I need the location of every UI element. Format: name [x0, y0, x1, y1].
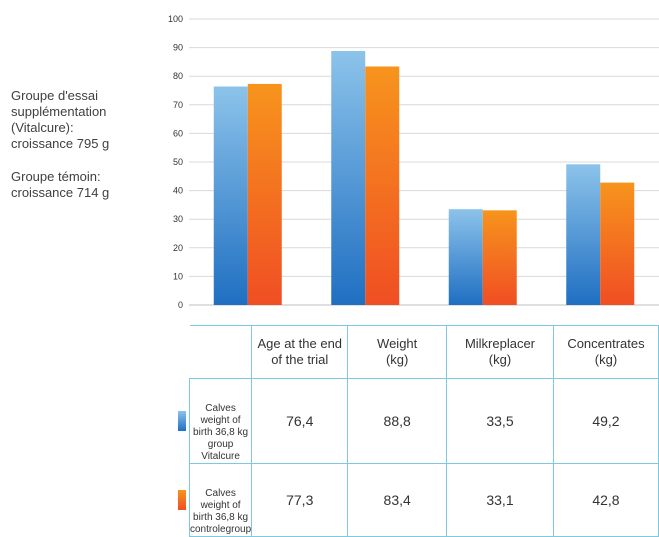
cell-vitalcure-weight: 88,8: [347, 378, 448, 464]
bar-control: [247, 83, 282, 305]
table-row-control: Calves weight of birth 36,8 kg controleg…: [178, 463, 659, 537]
table-header-row: Age at the end of the trial Weight (kg) …: [190, 325, 659, 379]
bar-chart: 0 10 20 30 40 50 60 70 80 90 100: [168, 14, 659, 310]
y-tick-label: 60: [173, 128, 183, 138]
bar-vitalcure: [331, 51, 366, 306]
table-row-vitalcure: Calves weight of birth 36,8 kg group Vit…: [178, 378, 659, 464]
y-tick-label: 0: [178, 300, 183, 310]
y-tick-label: 70: [173, 100, 183, 110]
legend-swatch-control: [178, 490, 186, 510]
cell-vitalcure-concentrates: 49,2: [552, 378, 659, 464]
trial-group-note: Groupe d'essai supplémentation (Vitalcur…: [11, 88, 110, 151]
bar-control: [600, 182, 635, 305]
row-label-text-control: Calves weight of birth 36,8 kg controleg…: [190, 488, 252, 535]
row-label-vitalcure: Calves weight of birth 36,8 kg group Vit…: [178, 378, 253, 464]
data-table: Age at the end of the trial Weight (kg) …: [178, 325, 659, 537]
bar-vitalcure: [448, 209, 483, 305]
bar-vitalcure: [566, 164, 601, 305]
cell-vitalcure-milkreplacer: 33,5: [446, 378, 554, 464]
y-tick-label: 100: [168, 14, 183, 24]
col-header-concentrates: Concentrates (kg): [552, 325, 659, 379]
table-corner: [190, 326, 252, 379]
col-header-weight: Weight (kg): [347, 325, 448, 379]
y-tick-label: 30: [173, 214, 183, 224]
y-tick-label: 50: [173, 157, 183, 167]
legend-swatch-vitalcure: [178, 411, 186, 431]
cell-control-weight: 83,4: [347, 463, 448, 537]
y-tick-label: 10: [173, 271, 183, 281]
cell-vitalcure-age: 76,4: [251, 378, 349, 464]
cell-control-concentrates: 42,8: [552, 463, 659, 537]
y-tick-label: 20: [173, 243, 183, 253]
col-header-milkreplacer: Milkreplacer (kg): [446, 325, 554, 379]
col-header-age: Age at the end of the trial: [251, 325, 349, 379]
cell-control-milkreplacer: 33,1: [446, 463, 554, 537]
bar-control: [482, 210, 517, 305]
y-tick-label: 40: [173, 186, 183, 196]
control-group-note: Groupe témoin: croissance 714 g: [11, 169, 110, 200]
y-tick-label: 80: [173, 71, 183, 81]
cell-control-age: 77,3: [251, 463, 349, 537]
y-tick-label: 90: [173, 43, 183, 53]
row-label-text-vitalcure: Calves weight of birth 36,8 kg group Vit…: [193, 403, 249, 462]
side-notes: Groupe d'essai supplémentation (Vitalcur…: [11, 88, 161, 218]
bar-control: [365, 66, 400, 305]
row-label-control: Calves weight of birth 36,8 kg controleg…: [178, 463, 253, 537]
bar-vitalcure: [213, 86, 248, 305]
